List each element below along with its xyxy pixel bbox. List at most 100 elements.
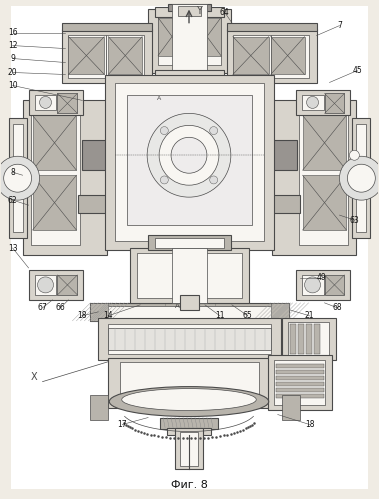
- Bar: [108, 324, 271, 354]
- Bar: [271, 303, 289, 321]
- Bar: [296, 270, 351, 300]
- Bar: [90, 395, 108, 420]
- Circle shape: [39, 96, 52, 108]
- Bar: [193, 17, 221, 55]
- Text: 20: 20: [8, 68, 17, 77]
- Bar: [82, 140, 106, 170]
- Bar: [282, 318, 337, 360]
- Bar: [106, 34, 144, 78]
- Text: 13: 13: [8, 244, 17, 252]
- Text: 65: 65: [243, 311, 253, 320]
- Circle shape: [0, 156, 39, 200]
- Circle shape: [160, 127, 168, 135]
- Circle shape: [147, 113, 231, 197]
- Bar: [105, 75, 274, 250]
- Circle shape: [305, 277, 321, 293]
- Bar: [98, 318, 281, 360]
- Bar: [172, 3, 207, 78]
- Bar: [276, 382, 324, 386]
- Bar: [194, 253, 242, 298]
- Bar: [148, 235, 231, 250]
- Bar: [108, 328, 271, 350]
- Bar: [120, 362, 259, 404]
- Bar: [227, 28, 316, 83]
- Bar: [305, 324, 312, 354]
- Bar: [167, 428, 211, 436]
- Text: A: A: [175, 303, 180, 309]
- Bar: [158, 14, 221, 64]
- Circle shape: [4, 164, 31, 192]
- Text: 9: 9: [10, 54, 15, 63]
- Text: 62: 62: [8, 196, 17, 205]
- Text: 21: 21: [305, 311, 314, 320]
- Text: A: A: [188, 303, 193, 309]
- Bar: [290, 324, 296, 354]
- Text: X: X: [31, 372, 37, 382]
- Bar: [227, 22, 316, 30]
- Text: 8: 8: [10, 168, 15, 177]
- Bar: [276, 376, 324, 380]
- Text: A: A: [159, 239, 164, 245]
- Text: A: A: [220, 239, 225, 245]
- Bar: [158, 17, 186, 55]
- Bar: [302, 95, 324, 110]
- Bar: [302, 115, 346, 170]
- Circle shape: [160, 176, 168, 184]
- Circle shape: [171, 137, 207, 173]
- Bar: [130, 248, 249, 303]
- Bar: [296, 90, 351, 115]
- Bar: [180, 433, 198, 467]
- Bar: [302, 175, 346, 230]
- Bar: [274, 360, 326, 405]
- Bar: [148, 78, 231, 84]
- Bar: [115, 83, 264, 241]
- Circle shape: [210, 127, 218, 135]
- Bar: [90, 303, 108, 321]
- Circle shape: [307, 96, 318, 108]
- Bar: [108, 36, 142, 74]
- Bar: [352, 118, 370, 238]
- Bar: [276, 388, 324, 392]
- Bar: [324, 275, 345, 295]
- Circle shape: [159, 125, 219, 185]
- Text: 14: 14: [103, 311, 113, 320]
- Bar: [282, 395, 299, 420]
- Bar: [63, 28, 152, 83]
- Bar: [98, 306, 281, 318]
- Bar: [196, 255, 238, 295]
- Bar: [58, 93, 77, 113]
- Bar: [31, 110, 80, 245]
- Bar: [137, 253, 185, 298]
- Bar: [34, 275, 56, 295]
- Bar: [178, 5, 201, 15]
- Circle shape: [349, 150, 359, 160]
- Bar: [139, 255, 181, 295]
- Bar: [108, 358, 271, 408]
- Bar: [302, 275, 324, 295]
- Bar: [127, 95, 252, 225]
- Circle shape: [340, 156, 379, 200]
- Bar: [233, 36, 269, 74]
- Bar: [273, 140, 297, 170]
- Bar: [298, 324, 304, 354]
- Bar: [172, 248, 207, 303]
- Bar: [276, 370, 324, 374]
- Bar: [175, 428, 203, 470]
- Bar: [160, 418, 218, 430]
- Ellipse shape: [122, 389, 256, 411]
- Bar: [276, 364, 324, 368]
- Text: 49: 49: [316, 273, 326, 282]
- Bar: [155, 70, 224, 82]
- Text: 18: 18: [78, 311, 87, 320]
- Bar: [324, 93, 345, 113]
- Ellipse shape: [109, 387, 269, 417]
- Bar: [69, 34, 106, 78]
- Bar: [155, 6, 224, 16]
- Text: 68: 68: [333, 303, 342, 312]
- Bar: [162, 78, 217, 86]
- Text: A: A: [157, 96, 161, 101]
- Bar: [155, 238, 224, 248]
- Bar: [28, 270, 83, 300]
- Bar: [9, 118, 27, 238]
- Text: 45: 45: [352, 66, 362, 75]
